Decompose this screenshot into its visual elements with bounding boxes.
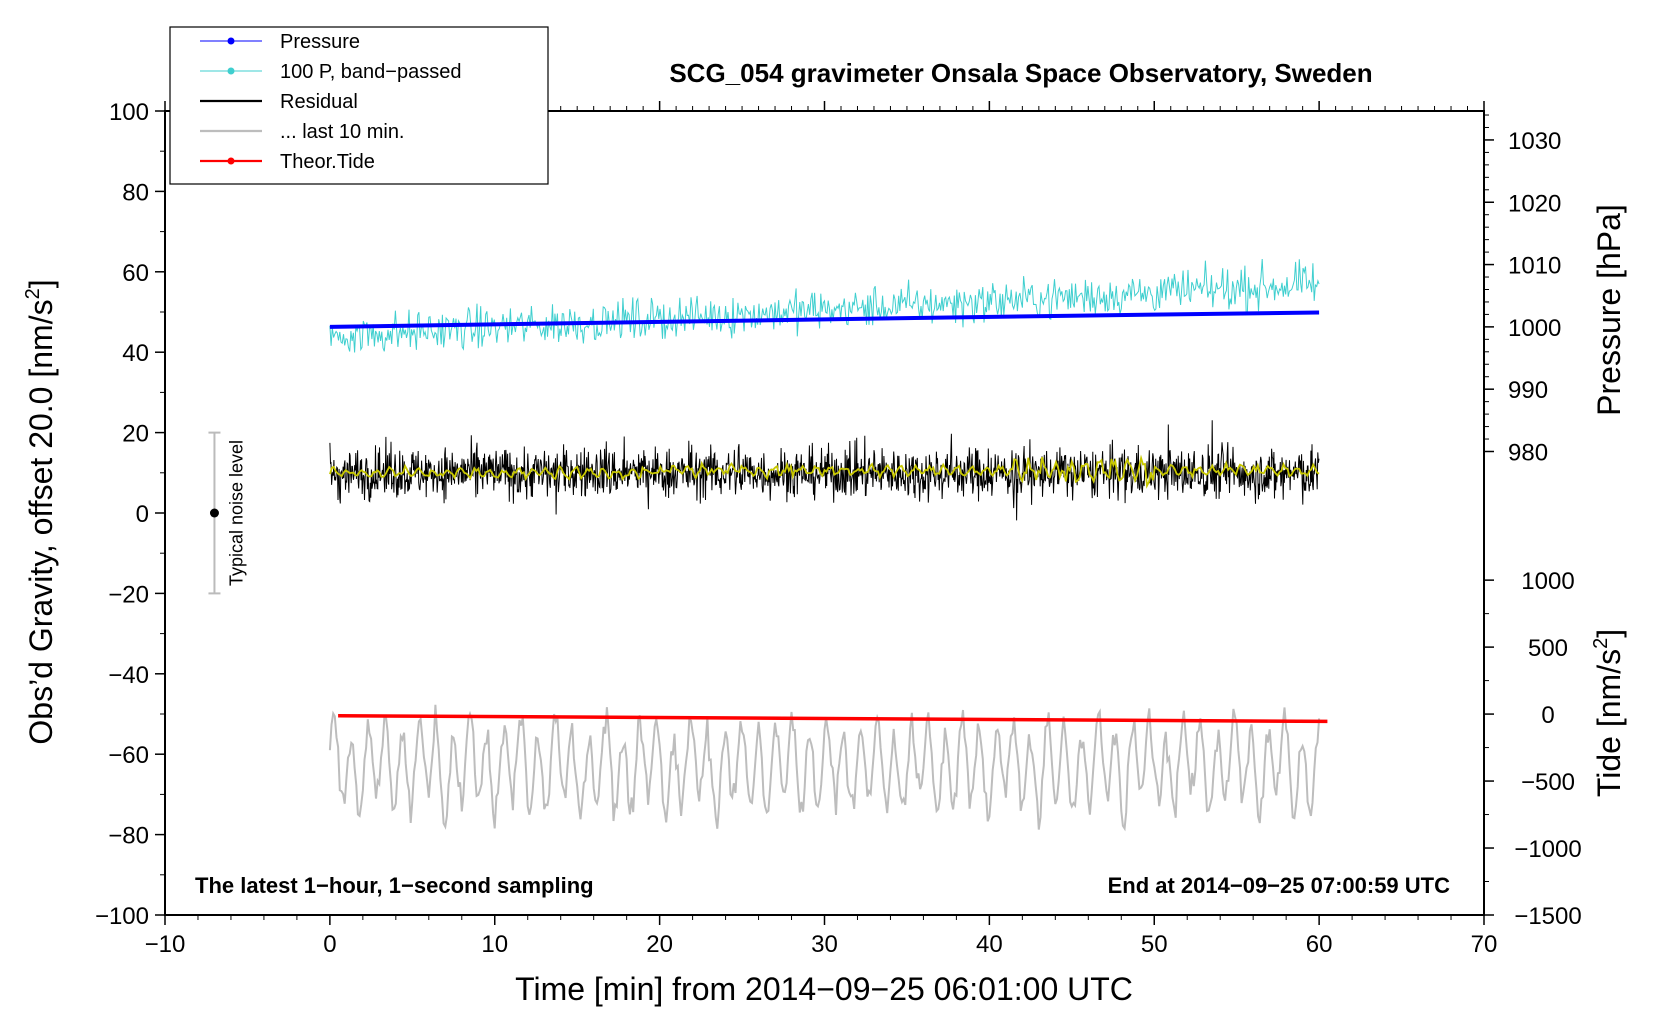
tide-tick-label: 500 [1528,635,1568,662]
chart-title: SCG_054 gravimeter Onsala Space Observat… [669,58,1372,88]
y-tick-label: 20 [122,421,149,448]
y-axis-title-tide: Tide [nm/s2] [1590,629,1627,797]
x-tick-label: 70 [1471,931,1498,958]
pressure-tick-label: 1020 [1508,190,1561,217]
axis-ticks: −10 0 10 20 30 40 50 60 70−100−80−60−40−20020406… [95,99,1582,958]
pressure-tick-label: 1010 [1508,253,1561,280]
x-axis-title: Time [min] from 2014−09−25 06:01:00 UTC [515,971,1133,1007]
pressure-tick-label: 1000 [1508,315,1561,342]
legend-entry: Pressure [200,31,360,53]
series-residual-smoothed [329,454,1320,489]
annotation-bottom-left: The latest 1−hour, 1−second sampling [195,873,594,898]
legend-label: 100 P, band−passed [280,61,461,83]
legend-entry: Theor.Tide [200,151,375,173]
legend-entry: Residual [200,91,358,113]
series-theor-tide [338,713,1328,724]
y-tick-label: 100 [109,99,149,126]
noise-bar-label: Typical noise level [226,440,246,586]
legend-label: Pressure [280,31,360,53]
legend-marker [227,157,235,165]
y-axis-title-left-sup: 2 [22,288,44,299]
legend-label: Theor.Tide [280,151,375,173]
x-tick-label: 50 [1141,931,1168,958]
x-tick-label: 60 [1306,931,1333,958]
y-tick-label: −40 [108,662,149,689]
legend-box [169,26,549,185]
y-axis-title-left-close: ] [23,279,59,288]
y-axis-title-pressure: Pressure [hPa] [1591,204,1627,416]
y-axis-title-left-text: Obs’d Gravity, offset 20.0 [nm/s [23,299,59,744]
y-tick-label: −20 [108,581,149,608]
pressure-tick-label: 980 [1508,439,1548,466]
legend-label: ... last 10 min. [280,121,405,143]
y-tick-label: 0 [136,501,149,528]
series-last-10-min [328,704,1321,832]
series-pressure [329,310,1320,329]
y-tick-label: −100 [95,903,149,930]
y-axis-title-tide-text: Tide [nm/s [1591,649,1627,797]
pressure-tick-label: 990 [1508,377,1548,404]
x-tick-label: 0 [323,931,336,958]
y-tick-label: 80 [122,179,149,206]
tide-tick-label: 1000 [1521,568,1574,595]
annotation-bottom-right: End at 2014−09−25 07:00:59 UTC [1108,873,1451,898]
y-axis-title-tide-sup: 2 [1590,638,1612,649]
y-tick-label: 40 [122,340,149,367]
legend: Pressure 100 P, band−passed Residual ... la… [169,26,549,185]
x-tick-label: 30 [811,931,838,958]
tide-tick-label: −1500 [1514,903,1581,930]
y-tick-label: 60 [122,260,149,287]
legend-label: Residual [280,91,358,113]
legend-marker [227,37,235,45]
legend-entry: ... last 10 min. [200,121,405,143]
series-layer [328,258,1328,832]
tide-tick-label: 0 [1541,702,1554,729]
tide-tick-label: −500 [1521,769,1575,796]
x-tick-label: 10 [481,931,508,958]
tide-tick-label: −1000 [1514,836,1581,863]
noise-bar: Typical noise level [208,431,246,595]
y-axis-title-left: Obs’d Gravity, offset 20.0 [nm/s2] [22,279,59,744]
x-tick-label: 20 [646,931,673,958]
y-tick-label: −80 [108,823,149,850]
legend-marker [227,67,235,75]
x-tick-label: −10 [145,931,186,958]
series-pressure-band-passed [329,258,1320,353]
pressure-tick-label: 1030 [1508,128,1561,155]
y-tick-label: −60 [108,742,149,769]
legend-entry: 100 P, band−passed [200,61,461,83]
noise-bar-center-dot [209,508,219,518]
y-axis-title-tide-close: ] [1591,629,1627,638]
x-tick-label: 40 [976,931,1003,958]
